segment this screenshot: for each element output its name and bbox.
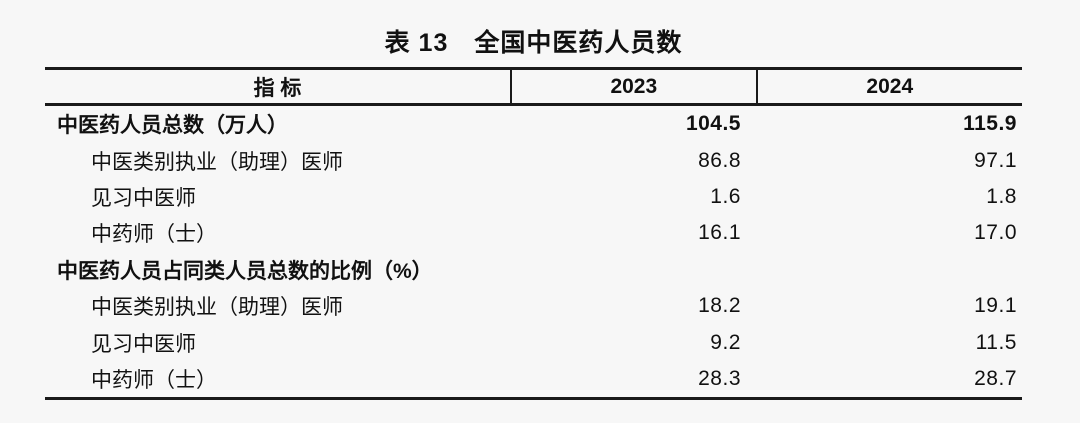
table-row: 见习中医师 9.2 11.5 (45, 324, 1022, 360)
value-2024: 28.7 (974, 366, 1017, 390)
table-row: 中医药人员占同类人员总数的比例（%） (45, 252, 1022, 288)
value-2023: 104.5 (685, 112, 741, 136)
document-area: 表 13 全国中医药人员数 指 标 2023 2024 中医药人员总数（万人） … (45, 0, 1022, 401)
value-2024: 11.5 (975, 330, 1017, 354)
value-2023: 16.1 (698, 221, 741, 245)
row-label: 中医类别执业（助理）医师 (91, 150, 343, 174)
table-title: 表 13 全国中医药人员数 (384, 29, 683, 57)
row-label: 中医药人员总数（万人） (57, 114, 288, 138)
tcm-personnel-table: 指 标 2023 2024 中医药人员总数（万人） 104.5 115.9 中医… (45, 67, 1022, 401)
table-row: 见习中医师 1.6 1.8 (45, 179, 1022, 215)
table-row: 中医药人员总数（万人） 104.5 115.9 (45, 106, 1022, 142)
column-header-2023: 2023 (510, 70, 756, 103)
row-label: 中医类别执业（助理）医师 (91, 296, 343, 320)
table-row: 中药师（士） 28.3 28.7 (45, 361, 1022, 397)
row-label: 中药师（士） (91, 223, 217, 247)
table-row: 中医类别执业（助理）医师 18.2 19.1 (45, 288, 1022, 324)
value-2023: 86.8 (698, 148, 741, 172)
table-header-row: 指 标 2023 2024 (45, 70, 1022, 106)
table-row: 中药师（士） 16.1 17.0 (45, 215, 1022, 251)
value-2024: 115.9 (963, 112, 1017, 136)
value-2023: 28.3 (698, 366, 741, 390)
column-header-indicator: 指 标 (253, 76, 302, 100)
row-label: 中药师（士） (91, 368, 217, 392)
value-2023: 1.6 (710, 184, 741, 208)
value-2024: 17.0 (974, 221, 1017, 245)
row-label: 见习中医师 (91, 332, 196, 356)
value-2024: 1.8 (986, 184, 1017, 208)
table-row: 中医类别执业（助理）医师 86.8 97.1 (45, 142, 1022, 178)
value-2023: 9.2 (710, 330, 741, 354)
table-body: 中医药人员总数（万人） 104.5 115.9 中医类别执业（助理）医师 86.… (45, 106, 1022, 397)
column-header-2024: 2024 (755, 70, 1022, 103)
row-label: 见习中医师 (91, 186, 196, 210)
row-label: 中医药人员占同类人员总数的比例（%） (57, 259, 433, 283)
value-2024: 97.1 (974, 148, 1017, 172)
value-2024: 19.1 (974, 294, 1017, 318)
value-2023: 18.2 (698, 294, 741, 318)
